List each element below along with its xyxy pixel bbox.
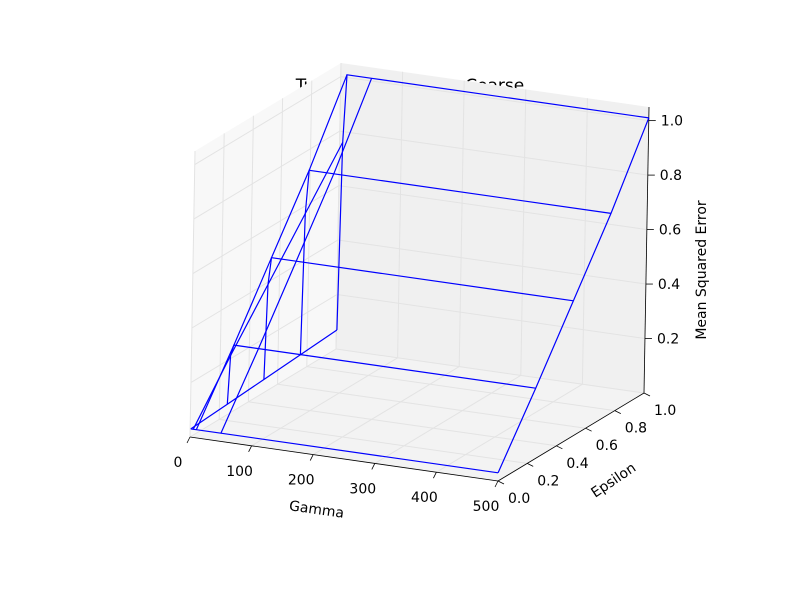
y-tick-label: 1.0 — [654, 403, 676, 419]
y-tick-label: 0.0 — [508, 491, 530, 507]
y-tick — [585, 427, 592, 432]
y-tick — [556, 445, 563, 450]
y-tick-label: 0.8 — [625, 421, 647, 437]
z-tick-label: 0.6 — [659, 223, 681, 239]
y-tick-label: 0.4 — [566, 456, 588, 472]
x-tick — [494, 480, 499, 488]
z-grid-line — [192, 185, 647, 275]
x-tick — [309, 454, 314, 461]
x-tick-label: 500 — [473, 499, 500, 515]
z-grid-line — [191, 239, 646, 329]
x-tick-label: 200 — [288, 473, 315, 489]
y-grid-line — [277, 98, 586, 429]
z-tick-label: 0.2 — [657, 332, 679, 348]
y-tick — [527, 463, 534, 467]
axis-panes — [190, 63, 649, 481]
z-axis-label: Mean Squared Error — [694, 200, 710, 340]
z-grid-line — [194, 76, 649, 166]
left-pane — [190, 63, 341, 437]
x-tick — [248, 445, 252, 452]
y-tick — [497, 480, 505, 485]
axis-lines — [189, 106, 650, 482]
y-tick-label: 0.6 — [596, 438, 618, 454]
z-grid-line — [190, 293, 646, 383]
y-axis-label: Epsilon — [588, 460, 639, 501]
x-axis-label: Gamma — [288, 498, 345, 522]
y-tick — [643, 392, 651, 397]
z-tick-label: 1.0 — [661, 114, 683, 130]
y-grid-line — [247, 115, 557, 447]
floor-pane — [190, 349, 644, 481]
y-tick — [614, 410, 621, 414]
z-grid-line — [193, 130, 648, 220]
x-tick — [371, 463, 376, 470]
x-tick — [186, 436, 191, 444]
z-tick-label: 0.8 — [660, 168, 682, 184]
y-axis-line — [497, 392, 645, 482]
z-axis-line — [643, 106, 650, 394]
x-tick-label: 400 — [411, 490, 438, 506]
y-tick-label: 0.2 — [537, 473, 559, 489]
wire-line-epsilon — [299, 169, 612, 355]
back-pane — [336, 63, 649, 393]
z-tick-label: 0.4 — [658, 277, 680, 293]
x-tick-label: 0 — [174, 455, 183, 471]
x-axis-line — [189, 436, 499, 482]
x-tick-label: 300 — [349, 481, 376, 497]
wireframe-surface — [190, 74, 650, 474]
axis-ticks: 0 100 200 300 400 500 0.0 0.2 0.4 0.6 0.8 1.0 0.2 0.4… — [174, 114, 684, 515]
wire-line-epsilon — [226, 344, 536, 405]
y-grid-line — [306, 80, 615, 412]
wire-line-epsilon — [263, 257, 574, 380]
x-tick-label: 100 — [226, 464, 253, 480]
x-tick — [433, 472, 437, 479]
y-grid-line — [218, 133, 528, 464]
wire-line-epsilon — [190, 428, 499, 474]
wire-line-epsilon — [336, 74, 649, 331]
